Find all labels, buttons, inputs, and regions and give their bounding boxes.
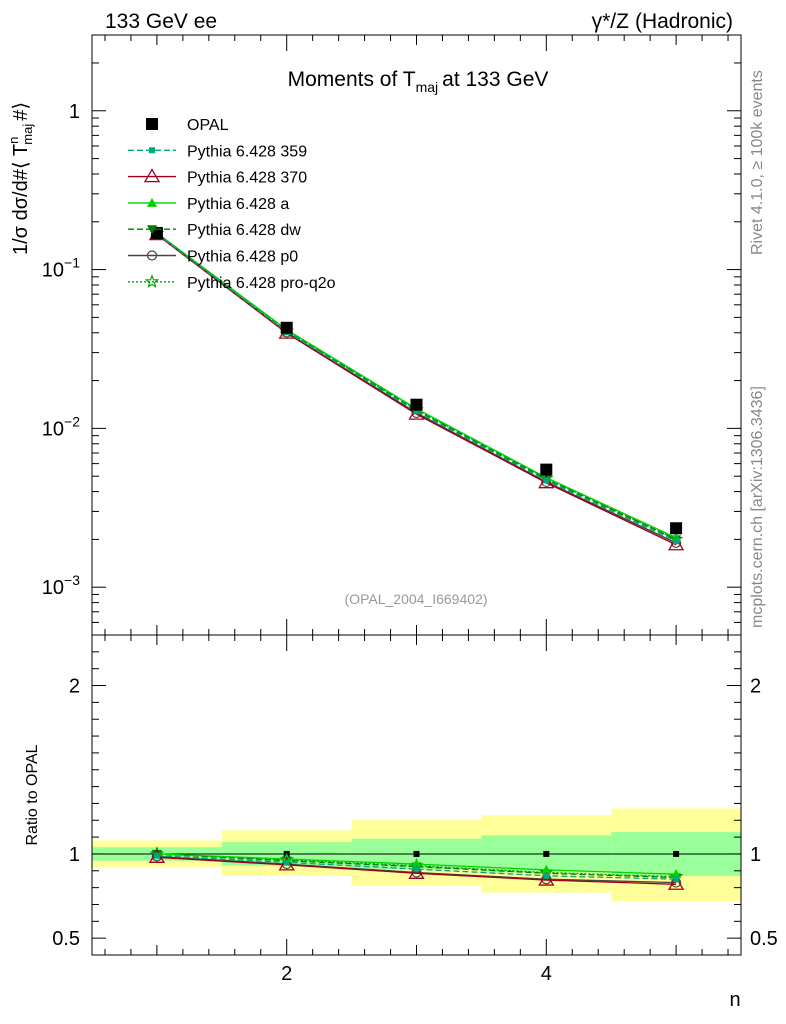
main-y-axis-label: 1/σ dσ/d#⟨ Tnmaj #⟩ [6, 102, 35, 255]
rivet-version-text: Rivet 4.1.0, ≥ 100k events [749, 70, 766, 255]
ratio-point-pa [541, 864, 552, 874]
main-point-opal [670, 522, 683, 535]
legend-label-opal: OPAL [187, 117, 229, 134]
main-point-opal [540, 463, 553, 476]
header-right: γ*/Z (Hadronic) [592, 10, 733, 33]
ratio-point-p370 [408, 865, 425, 879]
ratio-y-axis-label: Ratio to OPAL [24, 744, 41, 845]
x-axis-label: n [729, 989, 740, 1011]
main-y-tick-label: 10−1 [42, 255, 80, 282]
legend-marker-pp0 [146, 250, 158, 261]
legend-marker-pa [147, 197, 157, 207]
main-panel: 10−310−210−11 Moments of Tmaj at 133 GeV … [6, 34, 742, 636]
ratio-y-tick-label-left: 1 [69, 844, 80, 866]
main-ylabel-sup: n [6, 137, 21, 144]
x-tick-label: 2 [281, 963, 292, 985]
ratio-y-tick-label-right: 2 [750, 676, 761, 698]
legend-marker-pdw [147, 225, 157, 235]
ratio-series-line-pdw [156, 853, 677, 879]
header-right-suffix: (Hadronic) [635, 10, 733, 33]
main-point-opal [410, 398, 423, 411]
main-title-end: at 133 GeV [442, 68, 548, 91]
ratio-y-tick-label-left: 0.5 [52, 928, 80, 950]
ratio-point-pa [671, 869, 682, 879]
main-y-tick-label: 1 [69, 101, 80, 123]
main-y-tick-exp: −2 [64, 413, 80, 429]
ratio-point-p359 [413, 866, 420, 873]
main-ylabel-prefix: 1/σ dσ/d#⟨ T [10, 144, 32, 255]
ratio-ticks [92, 635, 741, 955]
main-y-tick-base: 10 [42, 418, 64, 440]
main-y-tick-label: 10−3 [42, 572, 80, 599]
main-y-tick-label: 10−2 [42, 413, 80, 440]
main-title-sub: maj [416, 79, 439, 95]
ratio-point-p370 [278, 856, 295, 871]
ratio-y-tick-labels-left: 0.5 1 2 [52, 676, 80, 951]
ratio-series-line-p359 [156, 854, 677, 880]
ratio-y-tick-labels-right: 0.5 1 2 [750, 676, 778, 951]
legend: OPAL Pythia 6.428 359 Pythia 6.428 370 Pyth… [128, 117, 336, 292]
x-tick-label: 4 [541, 963, 552, 985]
legend-label-p359: Pythia 6.428 359 [187, 143, 307, 160]
legend-label-p370: Pythia 6.428 370 [187, 170, 307, 187]
main-series [148, 225, 685, 551]
legend-label-pa: Pythia 6.428 a [187, 196, 289, 213]
main-point-opal [280, 321, 293, 334]
main-ylabel-suffix: #⟩ [10, 102, 32, 121]
main-y-tick-labels: 10−310−210−11 [42, 101, 80, 599]
ratio-point-opal [543, 850, 550, 857]
ratio-series-line-p370 [156, 856, 677, 885]
main-series-line-p359 [156, 233, 677, 542]
mcplots-text: mcplots.cern.ch [arXiv:1306.3436] [749, 386, 766, 628]
main-ticks [92, 34, 741, 636]
ratio-point-p359 [153, 852, 160, 859]
main-point-p359 [673, 538, 680, 545]
ratio-point-p370 [667, 875, 685, 890]
main-point-p359 [413, 408, 420, 415]
analysis-watermark: (OPAL_2004_I669402) [345, 591, 488, 607]
main-point-p370 [538, 474, 555, 489]
main-title: Moments of Tmaj at 133 GeV [288, 68, 549, 95]
legend-label-pq2o: Pythia 6.428 pro-q2o [187, 275, 336, 292]
main-y-tick-exp: −1 [64, 255, 80, 271]
ratio-y-tick-label-right: 0.5 [750, 928, 778, 950]
ratio-point-p359 [543, 872, 550, 879]
legend-marker-p370 [143, 168, 161, 183]
main-title-text: Moments of T [288, 68, 416, 91]
legend-marker-p359 [149, 147, 155, 154]
ratio-series-line-pp0 [156, 855, 677, 884]
ratio-point-opal [413, 850, 420, 857]
legend-label-pdw: Pythia 6.428 dw [187, 222, 301, 239]
header-left: 133 GeV ee [105, 10, 217, 33]
legend-marker-opal [146, 118, 158, 130]
main-point-p359 [543, 477, 550, 484]
ratio-series-line-pq2o [156, 853, 677, 878]
ratio-point-pa [411, 859, 422, 869]
ratio-point-p359 [283, 859, 290, 866]
ratio-y-tick-label-right: 1 [750, 844, 761, 866]
main-y-tick-base: 10 [42, 577, 64, 599]
ratio-point-p359 [673, 876, 680, 883]
main-ylabel-sub: maj [20, 124, 35, 145]
ratio-frame [91, 634, 742, 956]
header-right-prefix: γ*/Z [592, 10, 630, 33]
ratio-point-opal [673, 850, 680, 857]
main-point-p370 [667, 536, 685, 551]
legend-marker-pq2o [144, 274, 160, 289]
legend-label-pp0: Pythia 6.428 p0 [187, 249, 298, 266]
main-y-tick-base: 1 [69, 101, 80, 123]
ratio-series [148, 846, 685, 890]
main-y-tick-base: 10 [42, 260, 64, 282]
main-y-tick-exp: −3 [64, 572, 80, 588]
ratio-y-tick-label-left: 2 [69, 676, 80, 698]
ratio-point-p370 [538, 871, 555, 886]
